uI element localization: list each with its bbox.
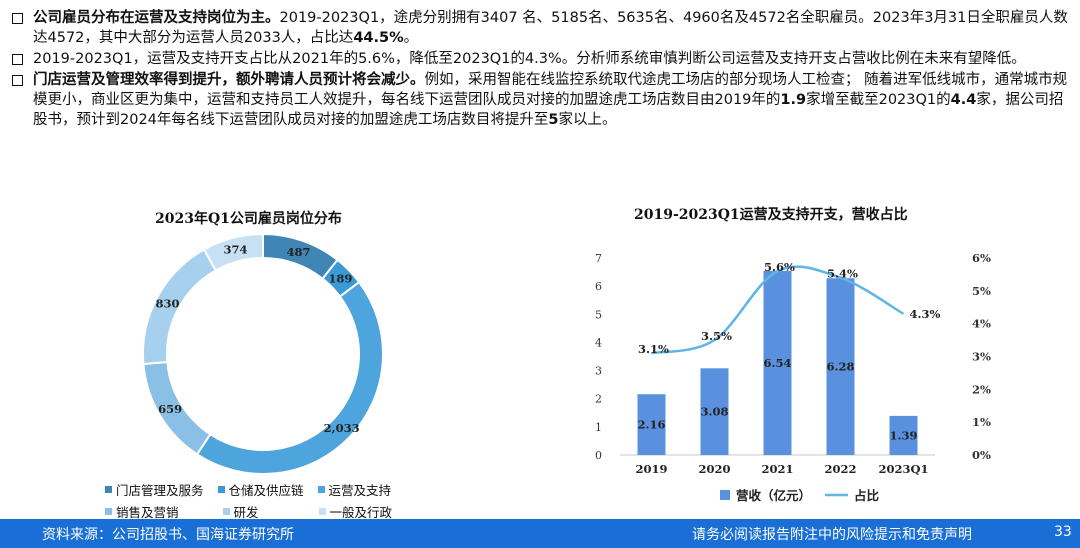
legend-label: 运营及支持 xyxy=(328,483,392,498)
legend-item: 研发 xyxy=(222,502,259,521)
legend-item: 仓储及供应链 xyxy=(217,480,304,499)
legend-item: 一般及行政 xyxy=(318,502,393,521)
donut-chart-title: 2023年Q1公司雇员岗位分布 xyxy=(155,211,342,227)
bullet-3-mid2: 家，据公司招股书，预计到2024年每名线下运营团队成员对接的加盟途虎工场店数目将… xyxy=(33,92,1064,128)
bullet-3-num2: 4.4 xyxy=(950,92,977,108)
line-value-label: 3.5% xyxy=(701,329,732,343)
x-tick-label: 2022 xyxy=(824,462,856,476)
legend-swatch-4 xyxy=(222,508,230,515)
y-tick-label: 1 xyxy=(595,421,602,434)
donut-legend: 门店管理及服务 仓储及供应链 运营及支持 销售及营销 研发 一般及行政 xyxy=(105,480,392,524)
bullet-1-tail: 。 xyxy=(403,30,419,46)
donut-label-1: 189 xyxy=(328,272,352,286)
donut-chart: 487 189 2,033 659 830 374 xyxy=(142,232,384,475)
legend-line-label: 占比 xyxy=(854,488,880,503)
legend-swatch-1 xyxy=(217,486,225,493)
legend-swatch-5 xyxy=(318,508,326,515)
x-tick-label: 2020 xyxy=(698,462,730,476)
legend-item: 运营及支持 xyxy=(317,480,392,499)
bar-4 xyxy=(889,415,918,455)
bullet-3-tail: 家以上。 xyxy=(558,112,617,128)
x-tick-label: 2021 xyxy=(761,462,793,476)
bar-value-label: 2.16 xyxy=(637,418,665,432)
y2-tick-label: 1% xyxy=(972,415,991,429)
legend-swatch-3 xyxy=(105,508,112,515)
bar-value-label: 6.54 xyxy=(763,356,791,370)
bullet-1-body: 2019-2023Q1，途虎分别拥有3407 名、5185名、5635名、496… xyxy=(33,10,1068,46)
line-value-label: 4.3% xyxy=(910,307,941,321)
bar-1 xyxy=(700,368,729,455)
donut-slice-5 xyxy=(202,232,264,272)
bar-value-label: 3.08 xyxy=(700,405,728,419)
bullet-1-highlight: 44.5% xyxy=(353,30,404,46)
bullet-3-text: 门店运营及管理效率得到提升，额外聘请人员预计将会减少。例如，采用智能在线监控系统… xyxy=(33,70,1070,130)
footer-bar: 资料来源：公司招股书、国海证券研究所 请务必阅读报告附注中的风险提示和免责声明 … xyxy=(0,519,1080,548)
bullet-2-body: 2019-2023Q1，运营及支持开支占比从2021年的5.6%，降低至2023… xyxy=(33,51,1026,67)
x-tick-label: 2023Q1 xyxy=(878,462,928,476)
bar-0 xyxy=(637,394,666,455)
footer-disclaimer: 请务必阅读报告附注中的风险提示和免责声明 xyxy=(692,527,972,543)
bullet-1: 公司雇员分布在运营及支持岗位为主。2019-2023Q1，途虎分别拥有3407 … xyxy=(10,8,1070,48)
bullet-1-text: 公司雇员分布在运营及支持岗位为主。2019-2023Q1，途虎分别拥有3407 … xyxy=(33,8,1070,48)
legend-label: 仓储及供应链 xyxy=(228,483,304,498)
square-bullet-icon xyxy=(12,75,23,86)
legend-swatch-2 xyxy=(317,486,325,493)
y-tick-label: 5 xyxy=(595,308,602,321)
y2-tick-label: 0% xyxy=(972,448,991,462)
legend-label: 一般及行政 xyxy=(329,505,393,520)
donut-label-0: 487 xyxy=(286,245,310,259)
donut-slice-2 xyxy=(195,280,384,475)
y2-tick-label: 3% xyxy=(972,350,991,364)
y-tick-label: 0 xyxy=(595,449,602,462)
y-tick-label: 3 xyxy=(595,365,602,378)
donut-label-4: 830 xyxy=(156,297,180,311)
bar-value-label: 1.39 xyxy=(889,428,917,442)
line-value-label: 5.4% xyxy=(827,267,858,281)
legend-label: 研发 xyxy=(233,505,259,520)
donut-label-3: 659 xyxy=(158,402,182,416)
bullet-3-num1: 1.9 xyxy=(780,92,807,108)
bullet-list: 公司雇员分布在运营及支持岗位为主。2019-2023Q1，途虎分别拥有3407 … xyxy=(10,8,1070,131)
bar-value-label: 6.28 xyxy=(826,360,854,374)
bar-chart-title: 2019-2023Q1运营及支持开支，营收占比 xyxy=(634,207,908,223)
y2-tick-label: 6% xyxy=(972,251,991,265)
legend-label: 销售及营销 xyxy=(116,505,179,520)
combo-chart: 0 1 2 3 4 5 6 7 0% 1% 2% 3% 4% 5% 6% 2.16 2019 3.08 2020 6.… xyxy=(595,251,991,503)
page-number: 33 xyxy=(1054,524,1072,540)
bullet-2: 2019-2023Q1，运营及支持开支占比从2021年的5.6%，降低至2023… xyxy=(10,49,1070,69)
bullet-2-text: 2019-2023Q1，运营及支持开支占比从2021年的5.6%，降低至2023… xyxy=(33,49,1070,69)
footer-source: 资料来源：公司招股书、国海证券研究所 xyxy=(42,527,294,543)
legend-swatch-0 xyxy=(105,486,112,493)
donut-label-2: 2,033 xyxy=(324,421,360,435)
legend-item: 门店管理及服务 xyxy=(105,480,204,499)
ratio-line xyxy=(651,265,905,355)
bullet-3-body: 例如，采用智能在线监控系统取代途虎工场店的部分现场人工检查； 随着进军低线城市，… xyxy=(33,72,1068,108)
bullet-3-mid: 家增至截至2023Q1的 xyxy=(806,92,951,108)
legend-label: 门店管理及服务 xyxy=(116,483,204,498)
bullet-3-bold: 门店运营及管理效率得到提升，额外聘请人员预计将会减少。 xyxy=(33,72,425,88)
line-value-label: 5.6% xyxy=(764,260,795,274)
y2-tick-label: 4% xyxy=(972,317,991,331)
bullet-1-bold: 公司雇员分布在运营及支持岗位为主。 xyxy=(33,10,280,26)
legend-bar-label: 营收（亿元） xyxy=(736,488,811,503)
y-tick-label: 4 xyxy=(595,336,602,349)
legend-bar-swatch xyxy=(720,490,730,500)
y2-tick-label: 2% xyxy=(972,382,991,396)
bar-3 xyxy=(826,278,855,455)
donut-label-5: 374 xyxy=(224,243,248,257)
x-tick-label: 2019 xyxy=(635,462,667,476)
square-bullet-icon xyxy=(12,13,23,24)
bullet-3-num3: 5 xyxy=(548,112,559,128)
y-tick-label: 2 xyxy=(595,393,602,406)
y-tick-label: 7 xyxy=(595,252,602,265)
line-value-label: 3.1% xyxy=(638,342,669,356)
y2-tick-label: 5% xyxy=(972,284,991,298)
bullet-3: 门店运营及管理效率得到提升，额外聘请人员预计将会减少。例如，采用智能在线监控系统… xyxy=(10,70,1070,130)
bar-2 xyxy=(763,270,792,455)
y-tick-label: 6 xyxy=(595,280,602,293)
legend-item: 销售及营销 xyxy=(105,502,179,521)
square-bullet-icon xyxy=(12,54,23,65)
